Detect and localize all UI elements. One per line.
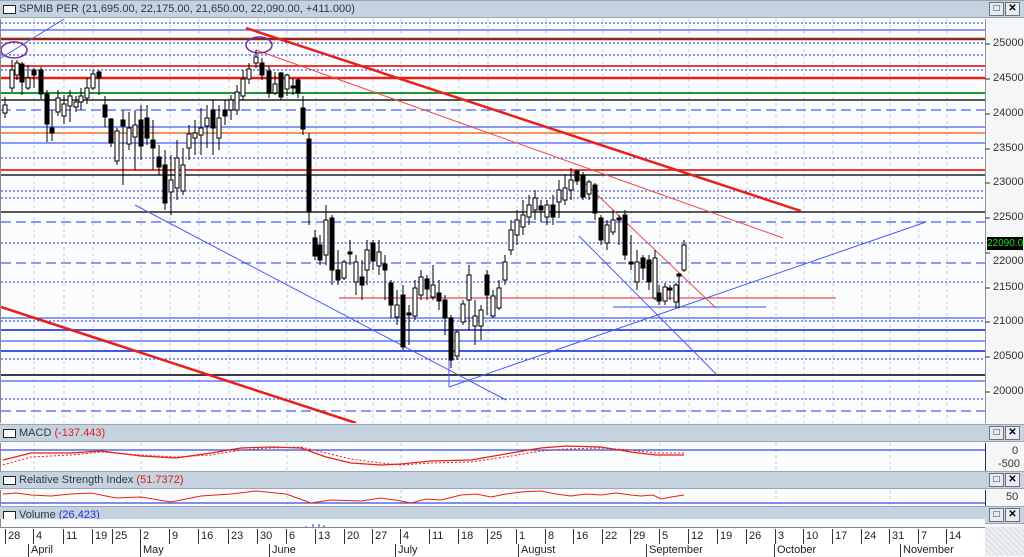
y-tick: -500: [998, 458, 1021, 470]
rsi-title: Relative Strength Index: [19, 474, 134, 486]
date-tick: 19: [717, 529, 732, 544]
month-label: June: [269, 544, 296, 557]
date-tick: 29: [630, 529, 645, 544]
y-tick: 22500: [993, 211, 1024, 223]
date-tick: 4: [400, 529, 409, 544]
maximize-button[interactable]: □: [989, 426, 1004, 440]
macd-value: (-137.443): [54, 427, 106, 439]
maximize-button[interactable]: □: [989, 508, 1004, 522]
price-panel-title: SPMIB PER: [19, 3, 79, 15]
date-tick: 2: [140, 529, 149, 544]
date-tick: 25: [487, 529, 502, 544]
month-label: October: [774, 544, 816, 557]
date-tick: 12: [688, 529, 703, 544]
macd-panel-header: MACD (-137.443) □ ✕: [0, 424, 1024, 442]
rsi-value: (51.7372): [136, 474, 184, 486]
y-tick: 23000: [993, 176, 1024, 188]
date-tick: 4: [33, 529, 42, 544]
date-tick: 17: [832, 529, 847, 544]
y-tick: 50: [1006, 491, 1019, 503]
date-tick: 16: [198, 529, 213, 544]
y-tick: 24000: [993, 107, 1024, 119]
rsi-panel-header: Relative Strength Index (51.7372) □ ✕: [0, 471, 1024, 489]
y-tick: 25000: [993, 37, 1024, 49]
panel-toggle-box[interactable]: [3, 476, 16, 485]
y-tick: 23500: [993, 142, 1024, 154]
month-label: May: [140, 544, 164, 557]
y-tick: 20500: [993, 350, 1024, 362]
macd-chart[interactable]: [0, 443, 986, 471]
date-tick: 9: [169, 529, 178, 544]
date-axis: 28 4 11 19 25 2 9 16 23 30 6 13 20 27 4 …: [0, 527, 985, 557]
date-tick: 24: [861, 529, 876, 544]
date-tick: 10: [803, 529, 818, 544]
date-tick: 22: [602, 529, 617, 544]
y-tick: 0: [1012, 445, 1019, 457]
price-panel-header: SPMIB PER (21,695.00, 22,175.00, 21,650.…: [0, 0, 1024, 18]
month-label: April: [28, 544, 53, 557]
price-y-axis: 25000 24500 24000 23500 23000 22500 2200…: [985, 19, 1024, 423]
month-label: August: [518, 544, 555, 557]
date-tick: 5: [659, 529, 668, 544]
date-tick: 27: [372, 529, 387, 544]
volume-value: (26,423): [58, 509, 100, 521]
date-tick: 23: [228, 529, 243, 544]
date-tick: 7: [918, 529, 927, 544]
ohlc-values: (21,695.00, 22,175.00, 21,650.00, 22,090…: [81, 3, 355, 15]
close-button[interactable]: ✕: [1005, 508, 1020, 522]
y-tick: 21000: [993, 315, 1024, 327]
date-tick: 3: [775, 529, 784, 544]
date-tick: 8: [545, 529, 554, 544]
y-tick: 22000: [993, 255, 1024, 267]
date-tick: 20: [344, 529, 359, 544]
date-tick: 25: [112, 529, 127, 544]
y-tick: 24500: [993, 72, 1024, 84]
rsi-y-axis: 50: [985, 490, 1024, 506]
close-button[interactable]: ✕: [1005, 426, 1020, 440]
panel-toggle-box[interactable]: [3, 5, 16, 14]
macd-title: MACD: [19, 427, 52, 439]
volume-chart[interactable]: [0, 519, 985, 532]
maximize-button[interactable]: □: [989, 473, 1004, 487]
date-tick: 18: [458, 529, 473, 544]
date-tick: 11: [429, 529, 443, 544]
month-label: November: [900, 544, 954, 557]
y-tick: 21500: [993, 281, 1024, 293]
date-tick: 31: [889, 529, 904, 544]
scroll-corner: [985, 527, 1024, 556]
date-tick: 30: [257, 529, 272, 544]
close-button[interactable]: ✕: [1005, 473, 1020, 487]
date-tick: 16: [573, 529, 588, 544]
close-button[interactable]: ✕: [1005, 2, 1020, 16]
date-tick: 26: [746, 529, 761, 544]
macd-y-axis: 0 -500: [985, 443, 1024, 471]
month-label: July: [395, 544, 418, 557]
panel-toggle-box[interactable]: [3, 429, 16, 438]
maximize-button[interactable]: □: [989, 2, 1004, 16]
rsi-chart[interactable]: [0, 490, 986, 506]
price-chart[interactable]: [0, 18, 986, 425]
date-tick: 19: [92, 529, 107, 544]
y-tick: 20000: [993, 385, 1024, 397]
date-tick: 6: [286, 529, 295, 544]
date-tick: 1: [516, 529, 525, 544]
month-label: September: [646, 544, 703, 557]
date-tick: 14: [946, 529, 961, 544]
date-tick: 11: [63, 529, 77, 544]
price-chart-svg: [0, 18, 986, 425]
date-tick: 28: [5, 529, 20, 544]
date-tick: 13: [315, 529, 330, 544]
last-price-label: 22090.00: [987, 237, 1024, 250]
volume-title: Volume: [19, 509, 56, 521]
